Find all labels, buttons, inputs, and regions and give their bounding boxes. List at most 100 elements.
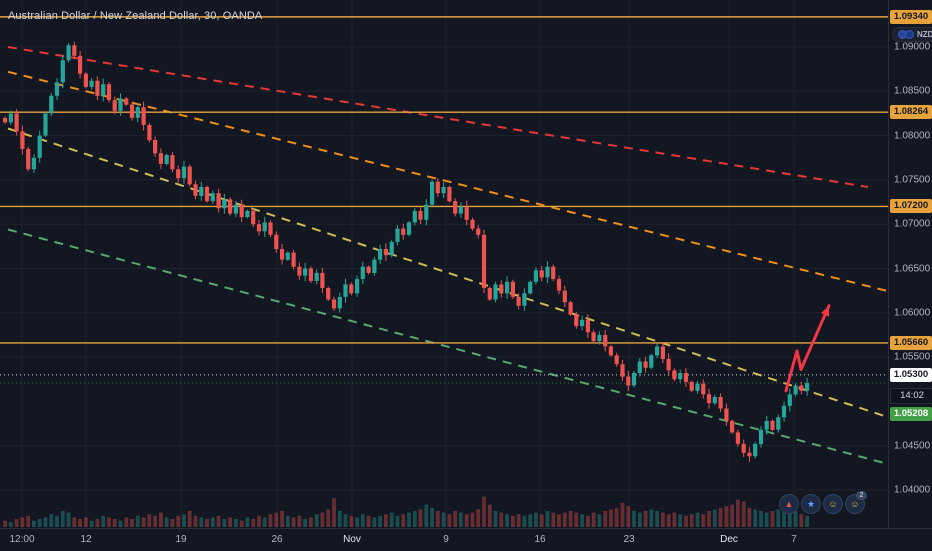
candle: [510, 281, 515, 297]
candle: [660, 346, 665, 359]
candle: [222, 199, 227, 209]
candle: [176, 169, 181, 179]
volume-bar: [280, 511, 284, 527]
candle: [31, 157, 36, 170]
candle: [735, 432, 740, 444]
currency-chip[interactable]: NZD: [892, 27, 932, 42]
bar-countdown-badge: 14:02: [890, 388, 932, 404]
candle: [89, 80, 94, 87]
volume-bar: [712, 509, 717, 527]
projection-arrowhead[interactable]: [820, 305, 830, 317]
volume-bar: [95, 519, 100, 527]
volume-bar: [37, 519, 42, 527]
trend-line-orange[interactable]: [7, 70, 887, 292]
reaction-rocket-button[interactable]: ▲: [779, 494, 799, 514]
volume-bar: [493, 511, 498, 527]
level-price-badge[interactable]: 1.07200: [890, 199, 932, 214]
candle: [655, 346, 660, 356]
volume-bar: [487, 504, 492, 527]
candle: [153, 140, 158, 154]
volume-bar: [557, 514, 561, 527]
volume-bar: [591, 512, 596, 527]
candle: [441, 187, 446, 194]
candle: [781, 405, 787, 418]
candle: [314, 272, 319, 281]
volume-bar: [805, 515, 809, 527]
time-axis[interactable]: 12:00 12 19 26 Nov 9 16 23 Dec 7: [0, 528, 932, 551]
volume-bar: [337, 511, 342, 527]
price-axis-label: 1.08500: [894, 85, 931, 97]
volume-bar: [736, 499, 740, 527]
reaction-star-button[interactable]: ★: [801, 494, 821, 514]
reaction-grin-button[interactable]: ☺ 2: [845, 491, 867, 514]
chart-title[interactable]: Australian Dollar / New Zealand Dollar, …: [8, 10, 263, 22]
volume-bar: [534, 512, 538, 527]
candle: [447, 187, 452, 202]
volume-bar: [159, 512, 163, 527]
volume-bar: [782, 511, 786, 527]
candle: [262, 222, 267, 232]
volume-bar: [355, 517, 359, 527]
candle: [666, 358, 671, 371]
projection-arrow[interactable]: [784, 304, 831, 393]
candle: [574, 314, 579, 327]
candle: [758, 429, 764, 444]
volume-bar: [147, 514, 152, 527]
candle: [649, 355, 654, 368]
volume-bar: [643, 511, 648, 527]
candle: [239, 204, 244, 218]
candle: [637, 361, 642, 373]
level-price-badge[interactable]: 1.05660: [890, 335, 932, 350]
candle: [49, 95, 54, 114]
volume-bar: [112, 519, 117, 527]
volume-bar: [268, 514, 273, 527]
volume-bar: [747, 507, 752, 527]
volume-bar: [349, 515, 354, 527]
price-axis-label: 1.06000: [894, 307, 931, 319]
price-axis[interactable]: 1.09000 1.08500 1.08000 1.07500 1.07000 1.065…: [888, 0, 932, 528]
dotted-level-badge[interactable]: 1.05300: [890, 367, 932, 382]
trend-line-yellow[interactable]: [7, 127, 887, 418]
volume-bar: [32, 520, 36, 527]
volume-bar: [707, 511, 711, 527]
candle: [470, 219, 475, 229]
candle: [608, 346, 613, 356]
candle: [274, 234, 279, 249]
level-price-badge[interactable]: 1.08264: [890, 105, 932, 120]
volume-bar: [689, 514, 694, 527]
trend-line-red[interactable]: [7, 46, 869, 188]
candle: [706, 394, 712, 404]
volume-bar: [262, 517, 267, 527]
volume-bar: [9, 522, 13, 527]
volume-bar: [309, 517, 313, 527]
volume-bar: [424, 504, 429, 527]
volume-bar: [730, 504, 734, 527]
candle: [620, 364, 625, 377]
level-price-badge[interactable]: 1.09340: [890, 9, 932, 24]
volume-bar: [661, 512, 665, 527]
volume-bar: [372, 517, 377, 527]
volume-bar: [20, 517, 25, 527]
volume-bar: [239, 520, 244, 527]
current-price-badge[interactable]: 1.05208: [890, 407, 932, 421]
volume-bar: [320, 512, 325, 527]
volume-bar: [274, 512, 279, 527]
trend-line-green[interactable]: [7, 228, 887, 465]
candle: [522, 293, 527, 306]
volume-bar: [245, 517, 250, 527]
volume-bar: [632, 511, 636, 527]
volume-bar: [222, 519, 227, 527]
candle: [585, 319, 590, 333]
volume-bar: [378, 515, 382, 527]
volume-bar: [326, 509, 331, 527]
candle: [435, 181, 440, 194]
time-axis-label: 26: [271, 534, 283, 545]
candlestick-chart-canvas[interactable]: [0, 0, 888, 528]
reaction-smile-button[interactable]: ☺: [823, 494, 843, 514]
volume-bar: [614, 507, 619, 527]
volume-bar: [724, 506, 729, 527]
volume-bar: [545, 511, 550, 527]
candle: [430, 181, 435, 205]
candle: [66, 45, 71, 61]
currency-chip-label: NZD: [917, 30, 932, 39]
